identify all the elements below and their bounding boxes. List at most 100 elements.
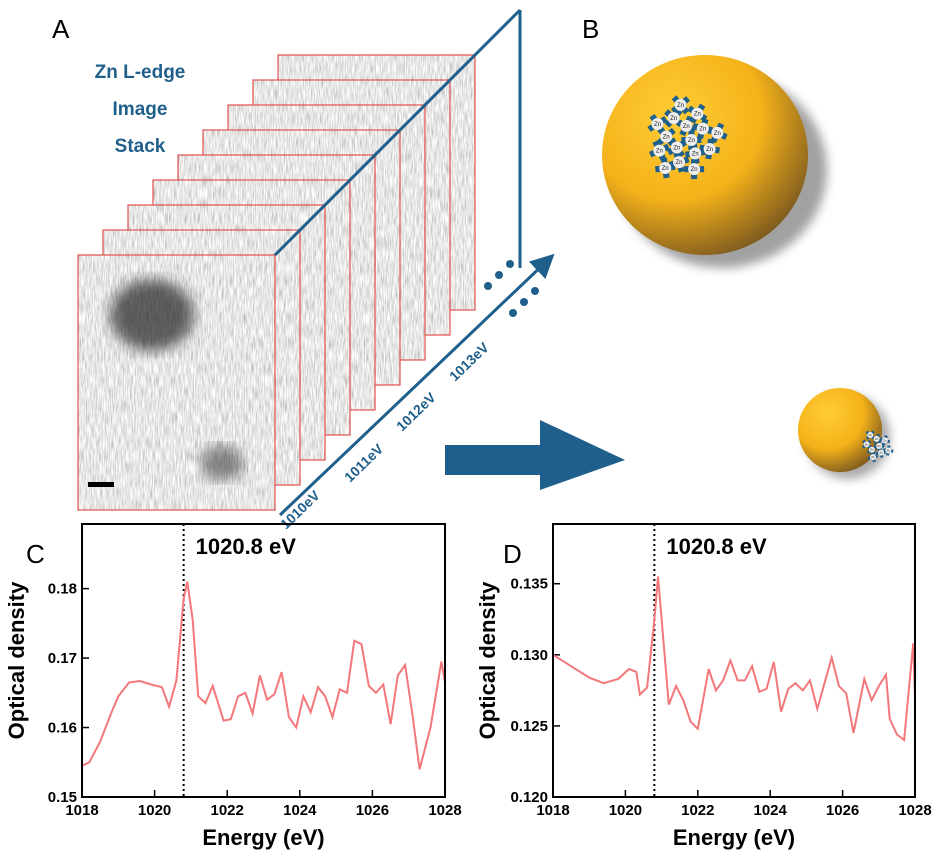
zn-label: Zn bbox=[870, 448, 874, 452]
zn-node bbox=[651, 118, 664, 131]
zn-label: Zn bbox=[869, 433, 873, 437]
zn-label: Zn bbox=[875, 437, 879, 441]
x-tick-label: 1022 bbox=[681, 802, 714, 819]
image-stack bbox=[77, 54, 476, 511]
stack-title: Image bbox=[113, 99, 168, 120]
x-tick-label: 1022 bbox=[211, 802, 244, 819]
scale-bar bbox=[88, 482, 114, 487]
x-tick-label: 1020 bbox=[138, 802, 171, 819]
stack-outline bbox=[273, 8, 555, 517]
zn-node bbox=[696, 122, 709, 135]
x-tick-label: 1018 bbox=[536, 802, 569, 819]
dark-spot bbox=[110, 279, 194, 351]
data-line bbox=[552, 576, 916, 743]
zn-label: Zn bbox=[694, 112, 701, 118]
zn-label: Zn bbox=[692, 151, 699, 157]
dark-spot bbox=[200, 445, 244, 481]
zn-label: Zn bbox=[662, 166, 669, 172]
zn-label: Zn bbox=[683, 124, 690, 130]
y-tick-label: 0.130 bbox=[510, 647, 548, 664]
zn-node bbox=[867, 432, 874, 439]
panel-label: C bbox=[26, 539, 45, 569]
y-tick-label: 0.18 bbox=[48, 581, 77, 598]
x-tick-label: 1026 bbox=[356, 802, 389, 819]
zn-node bbox=[870, 454, 877, 461]
y-tick-label: 0.125 bbox=[510, 718, 548, 735]
plot-frame bbox=[552, 523, 916, 798]
zn-label: Zn bbox=[677, 103, 684, 109]
ellipsis-dots bbox=[484, 260, 539, 317]
x-axis-label: Energy (eV) bbox=[673, 825, 795, 850]
zn-label: Zn bbox=[663, 135, 670, 141]
plot-frame bbox=[81, 523, 446, 798]
zn-label: Zn bbox=[654, 122, 661, 128]
annotation: 1020.8 eV bbox=[666, 534, 767, 559]
y-axis-label: Optical density bbox=[4, 581, 29, 739]
zn-node bbox=[674, 98, 687, 111]
zn-node bbox=[673, 156, 686, 169]
energy-label: 1013eV bbox=[446, 339, 492, 384]
zn-label: Zn bbox=[688, 138, 695, 144]
y-tick-label: 0.135 bbox=[510, 576, 548, 593]
zn-node bbox=[689, 147, 702, 160]
x-tick-label: 1028 bbox=[898, 802, 931, 819]
energy-label: 1011eV bbox=[341, 440, 387, 485]
data-line bbox=[81, 581, 446, 770]
zn-node bbox=[873, 435, 880, 442]
zn-node bbox=[685, 134, 698, 146]
annotation: 1020.8 eV bbox=[196, 534, 297, 559]
zn-label: Zn bbox=[676, 160, 683, 166]
zn-node bbox=[667, 112, 680, 125]
zn-label: Zn bbox=[691, 167, 698, 173]
zn-label: Zn bbox=[670, 116, 677, 122]
zn-node bbox=[711, 126, 724, 139]
x-tick-label: 1024 bbox=[283, 802, 317, 819]
zn-label: Zn bbox=[871, 455, 875, 459]
x-tick-label: 1026 bbox=[826, 802, 859, 819]
zn-label: Zn bbox=[714, 131, 721, 137]
zn-label: Zn bbox=[883, 438, 887, 442]
x-tick-label: 1020 bbox=[609, 802, 642, 819]
zn-node bbox=[688, 163, 701, 176]
y-tick-label: 0.17 bbox=[48, 650, 77, 667]
zn-label: Zn bbox=[706, 147, 713, 153]
panel-label: D bbox=[503, 539, 522, 569]
zn-node bbox=[659, 162, 672, 175]
panel-label: B bbox=[582, 14, 599, 44]
zn-label: Zn bbox=[656, 149, 663, 155]
panel-label: A bbox=[52, 14, 70, 44]
image-border bbox=[77, 254, 276, 511]
zn-node bbox=[691, 107, 704, 120]
zn-node bbox=[868, 446, 875, 453]
zn-node bbox=[680, 119, 693, 132]
zn-node bbox=[881, 437, 888, 444]
x-tick-label: 1028 bbox=[428, 802, 461, 819]
zn-label: Zn bbox=[865, 442, 869, 446]
small-particle bbox=[798, 388, 882, 472]
zn-node bbox=[660, 130, 673, 143]
zn-node bbox=[878, 449, 885, 456]
zn-node bbox=[653, 144, 666, 157]
y-axis-label: Optical density bbox=[475, 581, 500, 739]
y-tick-label: 0.15 bbox=[48, 789, 77, 806]
y-tick-label: 0.120 bbox=[510, 789, 548, 806]
zn-label: Zn bbox=[879, 451, 883, 455]
stack-title: Stack bbox=[115, 136, 166, 157]
energy-label: 1012eV bbox=[393, 389, 439, 434]
zn-node bbox=[885, 447, 892, 454]
y-tick-label: 0.16 bbox=[48, 720, 77, 737]
zn-node bbox=[876, 443, 883, 449]
zn-label: Zn bbox=[673, 145, 680, 151]
zn-label: Zn bbox=[887, 449, 891, 453]
zn-label: Zn bbox=[699, 127, 706, 133]
arrow bbox=[445, 420, 625, 490]
zn-node bbox=[863, 441, 870, 448]
x-tick-label: 1018 bbox=[65, 802, 98, 819]
zn-label: Zn bbox=[877, 444, 881, 448]
zn-node bbox=[703, 143, 716, 156]
x-axis-label: Energy (eV) bbox=[202, 825, 324, 850]
zn-node bbox=[670, 141, 683, 154]
